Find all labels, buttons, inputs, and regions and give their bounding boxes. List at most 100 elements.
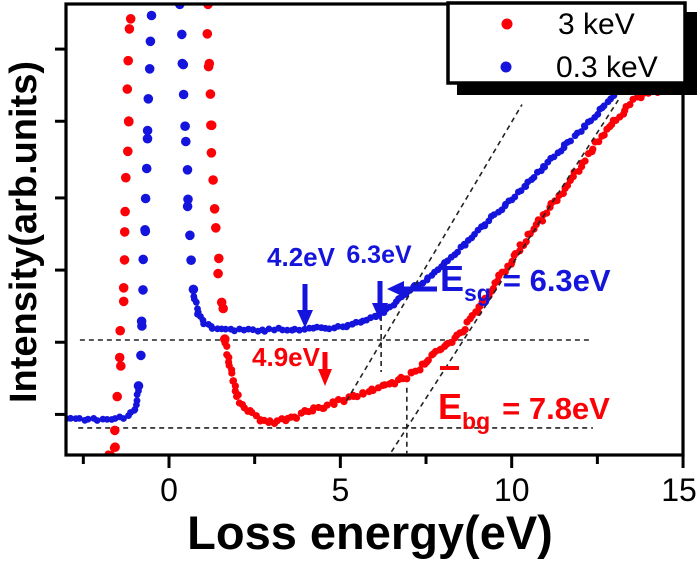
data-point bbox=[110, 425, 120, 436]
data-point bbox=[182, 165, 193, 175]
data-point bbox=[211, 223, 221, 233]
data-point bbox=[67, 414, 74, 422]
series-3-keV bbox=[104, 4, 678, 456]
data-point bbox=[231, 327, 238, 335]
data-point bbox=[203, 61, 214, 72]
data-point bbox=[530, 174, 538, 181]
data-point bbox=[541, 163, 548, 171]
data-point bbox=[581, 157, 589, 165]
data-point bbox=[501, 268, 509, 276]
legend-label-0-3kev: 0.3 keV bbox=[556, 51, 658, 84]
data-point bbox=[511, 193, 519, 201]
data-point bbox=[208, 175, 218, 185]
data-point bbox=[178, 89, 189, 100]
data-point bbox=[143, 94, 154, 104]
data-point bbox=[461, 241, 469, 249]
data-point bbox=[265, 325, 273, 333]
data-point bbox=[122, 84, 133, 94]
data-point bbox=[123, 146, 133, 157]
data-point bbox=[218, 303, 228, 314]
data-point bbox=[133, 397, 141, 404]
data-point bbox=[249, 326, 257, 334]
data-point bbox=[202, 29, 213, 39]
annotation-esg: Esg = 6.3eV bbox=[440, 258, 611, 306]
linear-fit-red bbox=[390, 99, 619, 453]
data-point bbox=[516, 247, 524, 255]
data-point bbox=[323, 401, 331, 409]
data-point bbox=[353, 393, 361, 401]
annotation-4-2ev: 4.2eV bbox=[267, 242, 336, 272]
x-tick-label: 0 bbox=[160, 472, 178, 508]
annotation-4-9ev: 4.9eV bbox=[252, 342, 321, 372]
data-point bbox=[141, 163, 152, 174]
data-point bbox=[177, 29, 187, 40]
data-point bbox=[340, 398, 348, 406]
data-point bbox=[123, 116, 134, 126]
data-point bbox=[595, 138, 603, 146]
data-point bbox=[233, 392, 241, 400]
data-point bbox=[626, 101, 634, 109]
data-point bbox=[567, 137, 574, 145]
data-point bbox=[119, 227, 130, 237]
linear-fit-blue bbox=[345, 104, 523, 402]
data-point bbox=[403, 375, 411, 383]
data-point bbox=[589, 145, 597, 153]
data-point bbox=[181, 136, 191, 147]
legend-label-3kev: 3 keV bbox=[558, 8, 635, 41]
data-series bbox=[66, 4, 678, 456]
data-point bbox=[508, 257, 516, 265]
data-point bbox=[146, 10, 157, 21]
data-point bbox=[93, 417, 101, 424]
data-point bbox=[119, 255, 130, 265]
data-point bbox=[416, 366, 424, 374]
data-point bbox=[192, 298, 200, 306]
data-point bbox=[136, 350, 146, 361]
down-arrow-red-4-9ev bbox=[318, 352, 332, 386]
data-point bbox=[121, 172, 131, 183]
data-point bbox=[292, 414, 301, 422]
data-point bbox=[142, 125, 153, 136]
data-point bbox=[186, 255, 196, 265]
data-point bbox=[142, 133, 153, 144]
data-point bbox=[140, 226, 151, 237]
data-point bbox=[454, 248, 461, 256]
x-tick-label: 15 bbox=[661, 472, 697, 508]
x-tick-label: 5 bbox=[331, 472, 349, 508]
data-point bbox=[205, 89, 216, 99]
data-point bbox=[352, 318, 360, 326]
data-point bbox=[118, 296, 129, 307]
data-point bbox=[581, 123, 589, 131]
data-point bbox=[182, 201, 193, 212]
axis-ticks: 0 5 10 15 bbox=[55, 47, 697, 508]
data-point bbox=[223, 342, 231, 350]
annotation-ebg: Ebg = 7.8eV bbox=[438, 386, 610, 434]
data-point bbox=[76, 415, 83, 422]
data-point bbox=[125, 13, 136, 24]
data-point bbox=[206, 120, 216, 130]
data-point bbox=[359, 389, 367, 397]
data-point bbox=[213, 268, 223, 279]
data-point bbox=[265, 418, 273, 426]
data-point bbox=[112, 391, 122, 402]
data-point bbox=[138, 254, 148, 265]
data-point bbox=[209, 204, 220, 214]
plot-border bbox=[64, 2, 685, 457]
data-point bbox=[188, 284, 199, 295]
data-point bbox=[228, 369, 236, 377]
annotation-6-3ev: 6.3eV bbox=[346, 241, 412, 269]
data-point bbox=[600, 131, 608, 139]
data-point bbox=[124, 24, 135, 34]
data-point bbox=[144, 64, 155, 74]
down-arrow-blue-4-2ev bbox=[297, 284, 313, 328]
data-point bbox=[185, 230, 195, 241]
data-point bbox=[118, 283, 129, 293]
data-point bbox=[120, 206, 130, 217]
data-point bbox=[222, 325, 230, 333]
legend-marker-3kev bbox=[501, 18, 513, 30]
data-point bbox=[114, 352, 125, 363]
legend-box bbox=[446, 1, 687, 85]
data-point bbox=[283, 326, 291, 334]
data-point bbox=[123, 55, 133, 66]
